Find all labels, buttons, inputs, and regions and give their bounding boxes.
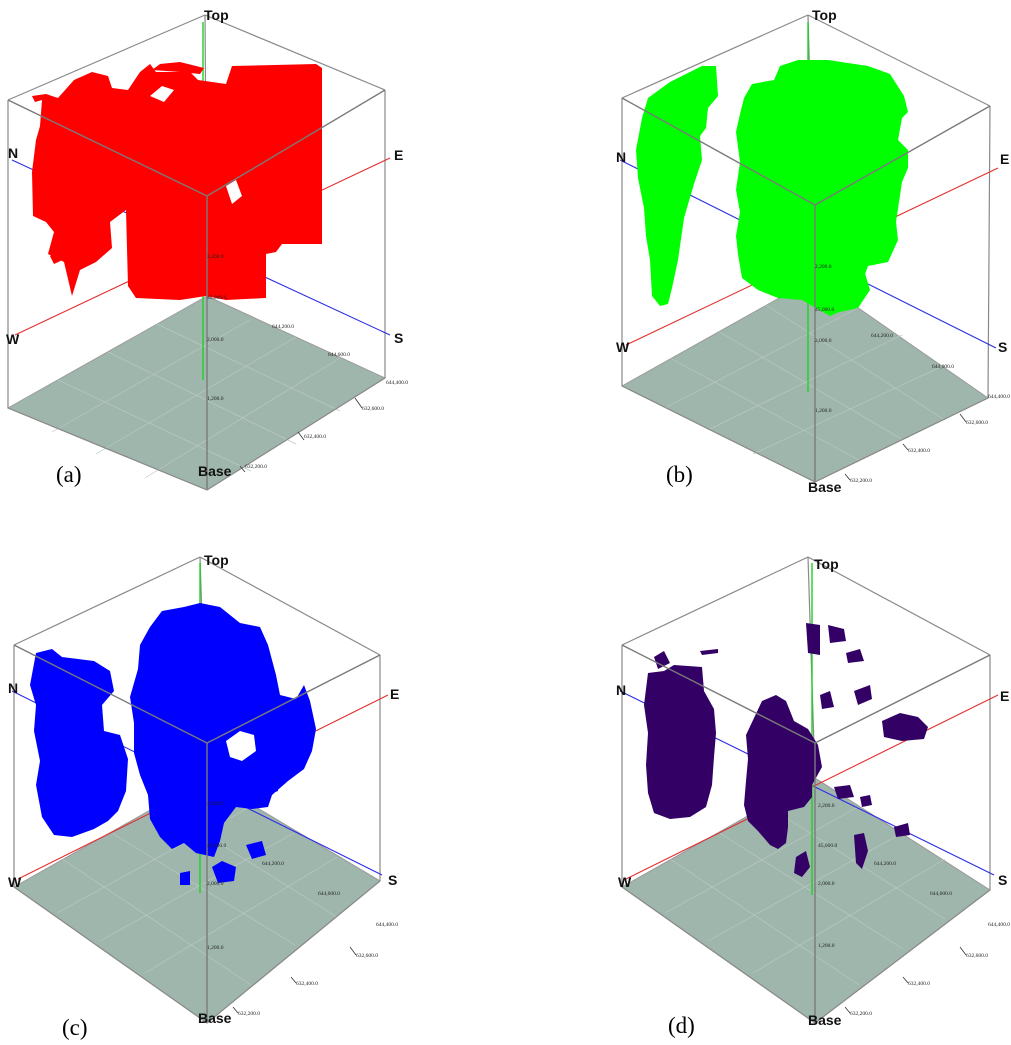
tick-label: 632,400.0	[908, 448, 930, 454]
tick-label: 644,200.0	[262, 861, 284, 867]
tick-label: 644,200.0	[874, 861, 896, 867]
tick-label: 644,600.0	[318, 891, 340, 897]
label-top: Top	[812, 7, 837, 23]
tick-label: 644,400.0	[988, 922, 1010, 928]
tick-label: 2,200.0	[207, 254, 224, 260]
tick-label: 644,400.0	[376, 922, 398, 928]
panel-d: Top Base N S E W 2,200.0 45,000.0 2,000.…	[608, 545, 1011, 1045]
caption-b: (b)	[666, 462, 693, 487]
body-green	[636, 60, 908, 316]
caption-d: (d)	[668, 1013, 695, 1038]
tick-label: 632,600.0	[356, 953, 378, 959]
tick-label: 1,200.0	[815, 408, 832, 414]
body-blue	[30, 603, 316, 885]
label-south: S	[998, 339, 1007, 355]
tick-label: 644,400.0	[988, 394, 1010, 400]
tick-label: 45,000.0	[815, 307, 835, 313]
cube-front	[7, 89, 386, 491]
tick-label: 2,200.0	[815, 264, 832, 270]
tick-label: 632,600.0	[966, 420, 988, 426]
caption-c: (c)	[62, 1015, 88, 1040]
base-plane	[620, 277, 989, 483]
tick-label: 632,200.0	[238, 1011, 260, 1017]
tick-label: 1,200.0	[207, 396, 224, 402]
tick-label: 632,400.0	[296, 981, 318, 987]
panel-c: Top Base N S E W 2,200.0 45,000.0 2,000.…	[0, 545, 430, 1045]
label-north: N	[616, 149, 626, 165]
tick-label: 632,400.0	[908, 981, 930, 987]
panel-b: Top Base N S E W 2,200.0 45,000.0 2,000.…	[608, 0, 1011, 500]
label-north: N	[8, 680, 18, 696]
tick-label: 644,400.0	[386, 380, 408, 386]
label-top: Top	[204, 7, 229, 23]
tick-label: 644,600.0	[328, 352, 350, 358]
body-purple	[644, 623, 928, 877]
tick-label: 644,600.0	[930, 891, 952, 897]
label-base: Base	[808, 1012, 842, 1028]
tick-label: 45,000.0	[207, 843, 227, 849]
tick-label: 632,600.0	[362, 406, 384, 412]
label-south: S	[388, 872, 397, 888]
label-base: Base	[198, 1010, 232, 1026]
tick-label: 2,200.0	[818, 803, 835, 809]
tick-label: 632,400.0	[304, 434, 326, 440]
tick-label: 45,000.0	[818, 843, 838, 849]
tick-label: 2,000.0	[207, 881, 224, 887]
label-west: W	[6, 331, 20, 347]
tick-label: 1,200.0	[207, 945, 224, 951]
label-west: W	[616, 339, 630, 355]
tick-label: 2,000.0	[815, 338, 832, 344]
cube-view-a: Top Base N S E W 2,200.0 45,000.0 2,000.…	[6, 7, 408, 491]
caption-a: (a)	[56, 462, 82, 487]
label-north: N	[616, 682, 626, 698]
tick-label: 2,000.0	[818, 881, 835, 887]
label-east: E	[1000, 688, 1009, 704]
label-top: Top	[204, 552, 229, 568]
label-east: E	[394, 147, 403, 163]
tick-label: 644,600.0	[932, 364, 954, 370]
cube-front	[621, 644, 991, 1024]
label-base: Base	[808, 479, 842, 495]
label-west: W	[8, 874, 22, 890]
label-south: S	[394, 330, 403, 346]
cube-back	[6, 14, 387, 491]
tick-label: 644,200.0	[871, 333, 893, 339]
tick-label: 45,000.0	[207, 295, 227, 301]
tick-label: 1,200.0	[818, 943, 835, 949]
tick-label: 644,200.0	[272, 324, 294, 330]
label-base: Base	[198, 463, 232, 479]
panel-a: Top Base N S E W 2,200.0 45,000.0 2,000.…	[0, 0, 430, 500]
tick-label: 632,600.0	[966, 953, 988, 959]
label-north: N	[8, 145, 18, 161]
cube-front	[621, 97, 991, 483]
label-east: E	[1000, 151, 1009, 167]
tick-label: 632,200.0	[850, 478, 872, 484]
label-east: E	[390, 686, 399, 702]
label-south: S	[998, 872, 1007, 888]
cube-view-d: Top Base N S E W 2,200.0 45,000.0 2,000.…	[616, 556, 1010, 1028]
base-plane	[6, 295, 387, 491]
cube-view-c: Top Base N S E W 2,200.0 45,000.0 2,000.…	[8, 552, 399, 1026]
tick-label: 2,200.0	[207, 801, 224, 807]
cube-front	[13, 644, 381, 1024]
tick-label: 632,200.0	[850, 1011, 872, 1017]
tick-label: 2,000.0	[207, 337, 224, 343]
label-top: Top	[814, 556, 839, 572]
tick-label: 632,200.0	[245, 464, 267, 470]
label-west: W	[618, 874, 632, 890]
cube-view-b: Top Base N S E W 2,200.0 45,000.0 2,000.…	[616, 7, 1010, 495]
